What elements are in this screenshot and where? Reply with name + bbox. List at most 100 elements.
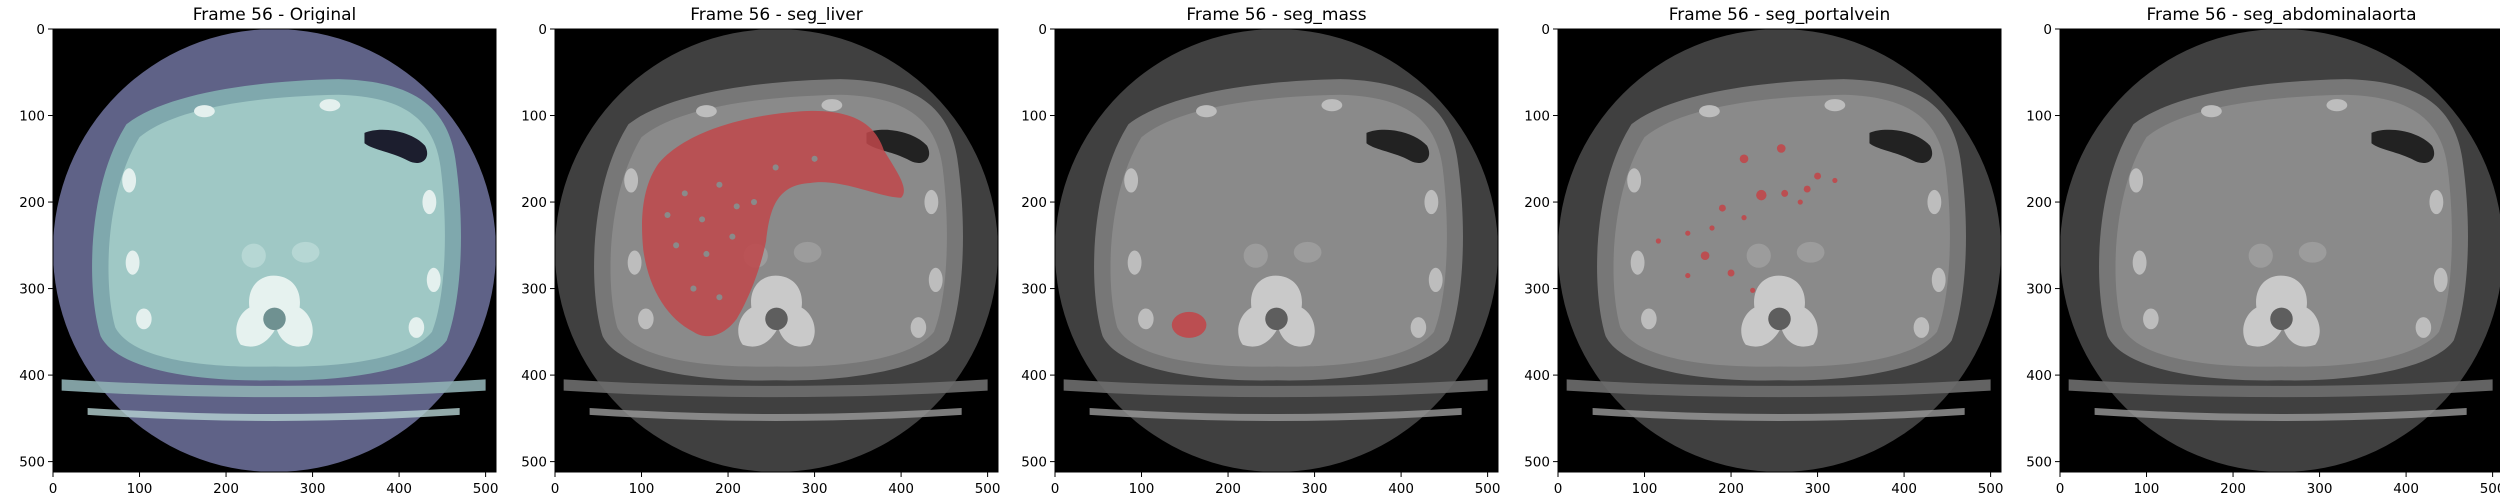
rib xyxy=(1913,317,1930,338)
x-tick-label: 0 xyxy=(551,481,560,497)
aorta xyxy=(1243,243,1268,268)
x-tick-label: 200 xyxy=(1718,481,1744,497)
x-tick-label: 200 xyxy=(715,481,741,497)
liver-vessel-hole xyxy=(716,181,723,188)
spinal-canal xyxy=(2270,307,2293,331)
y-tick-label: 300 xyxy=(1524,282,1550,298)
x-tick-label: 500 xyxy=(975,481,1001,497)
x-tick-label: 200 xyxy=(1215,481,1241,497)
rib xyxy=(2143,308,2159,330)
stomach-gas xyxy=(1869,129,1933,163)
rib xyxy=(2415,317,2432,338)
panel-title: Frame 56 - seg_mass xyxy=(1186,5,1367,25)
rib xyxy=(1824,99,1846,112)
liver-vessel-hole xyxy=(703,250,710,257)
x-tick-label: 300 xyxy=(2307,481,2333,497)
portalvein-mask-blob xyxy=(1718,204,1726,212)
rib xyxy=(1927,189,1942,215)
y-tick-label: 300 xyxy=(521,282,547,298)
portalvein-mask-blob xyxy=(1709,225,1715,231)
liver-vessel-hole xyxy=(733,203,740,210)
portalvein-mask-blob xyxy=(1739,154,1749,164)
rib xyxy=(1630,250,1645,275)
spinal-canal xyxy=(1265,307,1288,331)
abdomen xyxy=(108,94,445,367)
rib xyxy=(1627,168,1642,193)
y-tick-label: 0 xyxy=(36,22,45,38)
stomach-gas xyxy=(866,129,930,163)
x-tick-label: 100 xyxy=(127,481,153,497)
aorta xyxy=(1746,243,1771,268)
rib xyxy=(1641,308,1657,330)
y-tick-label: 100 xyxy=(19,109,45,125)
spinal-canal xyxy=(765,307,788,331)
portalvein-mask-blob xyxy=(1741,215,1747,221)
rib xyxy=(122,168,137,193)
x-tick-label: 0 xyxy=(2056,481,2065,497)
rib xyxy=(1699,105,1720,118)
y-tick-label: 0 xyxy=(538,22,547,38)
rib xyxy=(1127,250,1142,275)
rib xyxy=(2129,168,2144,193)
aorta xyxy=(2248,243,2273,268)
rib xyxy=(638,308,654,330)
portalvein-mask-blob xyxy=(1776,144,1786,153)
liver-vessel-hole xyxy=(716,294,723,301)
rib xyxy=(125,250,140,275)
rib xyxy=(928,267,943,293)
rib xyxy=(2201,105,2222,118)
x-tick-label: 100 xyxy=(1632,481,1658,497)
mass-mask xyxy=(1171,311,1207,338)
y-tick-label: 400 xyxy=(2026,368,2052,384)
rib xyxy=(924,189,939,215)
axes-frame xyxy=(52,28,497,473)
x-tick-label: 300 xyxy=(802,481,828,497)
vessel xyxy=(291,241,320,263)
stomach-gas xyxy=(2371,129,2435,163)
rib xyxy=(1321,99,1343,112)
axes-frame xyxy=(2059,28,2500,473)
y-tick-label: 100 xyxy=(2026,109,2052,125)
portalvein-mask-blob xyxy=(1832,177,1838,184)
portalvein-mask-blob xyxy=(1685,272,1691,279)
vessel xyxy=(793,241,822,263)
liver-vessel-hole xyxy=(811,155,818,162)
rib xyxy=(1410,317,1427,338)
portalvein-mask-blob xyxy=(1803,185,1811,193)
panel-4: Frame 56 - seg_portalvein 0 100 200 300 400 50… xyxy=(1508,0,2003,500)
rib xyxy=(1428,267,1443,293)
y-tick-label: 300 xyxy=(1021,282,1047,298)
portalvein-mask-blob xyxy=(1750,287,1756,293)
x-tick-label: 0 xyxy=(1051,481,1060,497)
rib xyxy=(1124,168,1139,193)
x-tick-label: 300 xyxy=(1805,481,1831,497)
rib xyxy=(2132,250,2147,275)
x-tick-label: 400 xyxy=(888,481,914,497)
abdomen xyxy=(1110,94,1447,367)
panel-3: Frame 56 - seg_mass 0 100 200 300 400 500 0 100 2… xyxy=(1005,0,1500,500)
portalvein-mask-blob xyxy=(1756,189,1767,201)
rib xyxy=(1424,189,1439,215)
y-tick-label: 0 xyxy=(2043,22,2052,38)
y-tick-label: 400 xyxy=(521,368,547,384)
x-tick-label: 100 xyxy=(1129,481,1155,497)
liver-vessel-hole xyxy=(750,199,758,206)
aorta xyxy=(241,243,266,268)
rib xyxy=(194,105,215,118)
x-tick-label: 400 xyxy=(1891,481,1917,497)
liver-vessel-hole xyxy=(673,242,680,249)
rib xyxy=(1196,105,1217,118)
rib xyxy=(624,168,639,193)
vessel xyxy=(1796,241,1825,263)
y-tick-label: 500 xyxy=(1021,455,1047,471)
rib xyxy=(821,99,843,112)
abdomen xyxy=(2115,94,2452,367)
liver-vessel-hole xyxy=(729,233,736,240)
rib xyxy=(910,317,927,338)
spinal-canal xyxy=(1768,307,1791,331)
y-tick-label: 500 xyxy=(1524,455,1550,471)
axes-frame xyxy=(554,28,999,473)
